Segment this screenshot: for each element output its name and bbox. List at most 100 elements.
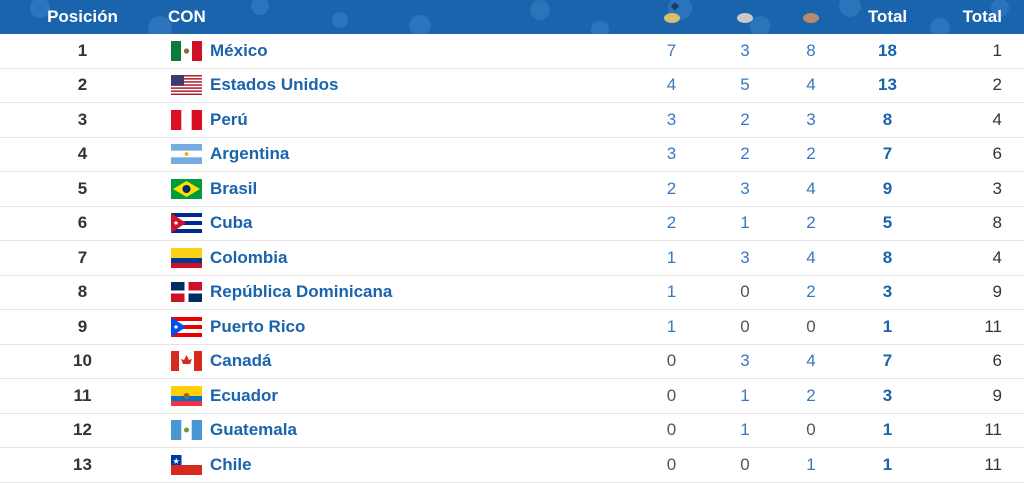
total-count: 8 bbox=[882, 247, 893, 267]
peru-flag-icon bbox=[171, 109, 202, 130]
total-rank: 9 bbox=[992, 282, 1002, 302]
position-cell: 1 bbox=[77, 40, 88, 60]
silver-count: 0 bbox=[740, 316, 750, 336]
silver-count: 0 bbox=[740, 454, 750, 474]
bronze-count: 3 bbox=[806, 109, 816, 129]
bronze-count: 4 bbox=[806, 75, 816, 95]
total-count: 8 bbox=[882, 109, 893, 129]
bronze-count: 2 bbox=[806, 282, 816, 302]
brasil-flag-icon bbox=[171, 178, 202, 199]
table-row: 10 Canadá 0 3 4 7 6 bbox=[0, 345, 1024, 379]
table-row: 1 México 7 3 8 18 1 bbox=[0, 34, 1024, 69]
position-cell: 10 bbox=[73, 351, 92, 371]
gold-count: 3 bbox=[666, 109, 677, 129]
country-link[interactable]: Colombia bbox=[210, 247, 288, 267]
bronze-count: 4 bbox=[806, 247, 816, 267]
total-count: 18 bbox=[878, 40, 897, 60]
silver-count: 2 bbox=[740, 109, 750, 129]
silver-count: 3 bbox=[740, 351, 750, 371]
country-link[interactable]: Cuba bbox=[210, 213, 253, 233]
silver-medal-icon bbox=[737, 12, 753, 23]
country-link[interactable]: Brasil bbox=[210, 178, 258, 198]
total-rank: 11 bbox=[984, 420, 1002, 440]
argentina-flag-icon bbox=[171, 144, 202, 165]
bronze-count: 4 bbox=[806, 178, 816, 198]
total-count: 3 bbox=[882, 385, 893, 405]
header-total[interactable]: Total bbox=[867, 7, 908, 26]
table-body: 1 México 7 3 8 18 1 2 Estados Unidos 4 5… bbox=[0, 34, 1024, 483]
position-cell: 12 bbox=[73, 420, 92, 440]
total-count: 1 bbox=[882, 454, 893, 474]
bronze-count: 2 bbox=[806, 144, 816, 164]
country-cell: Guatemala bbox=[165, 420, 635, 441]
country-link[interactable]: México bbox=[210, 40, 268, 60]
sort-icon[interactable]: ◆ bbox=[671, 1, 679, 12]
gold-count: 0 bbox=[666, 454, 677, 474]
country-link[interactable]: Argentina bbox=[210, 144, 290, 164]
country-link[interactable]: Ecuador bbox=[210, 385, 279, 405]
bronze-medal-icon bbox=[803, 12, 819, 23]
country-link[interactable]: Perú bbox=[210, 109, 248, 129]
position-cell: 9 bbox=[77, 316, 88, 336]
table-header: Posición CON ◆ Total Total bbox=[0, 0, 1024, 34]
header-gold[interactable] bbox=[635, 7, 708, 27]
silver-count: 3 bbox=[740, 178, 750, 198]
country-cell: México bbox=[165, 40, 635, 61]
country-link[interactable]: Guatemala bbox=[210, 420, 297, 440]
colombia-flag-icon bbox=[171, 247, 202, 268]
total-rank: 1 bbox=[992, 40, 1002, 60]
country-cell: Canadá bbox=[165, 351, 635, 372]
position-cell: 3 bbox=[77, 109, 88, 129]
silver-count: 1 bbox=[740, 420, 750, 440]
total-count: 1 bbox=[882, 316, 893, 336]
header-silver[interactable]: ◆ bbox=[671, 1, 782, 27]
silver-count: 1 bbox=[740, 213, 750, 233]
silver-count: 5 bbox=[740, 75, 750, 95]
gold-count: 3 bbox=[666, 144, 677, 164]
cuba-flag-icon bbox=[171, 213, 202, 234]
table-row: 8 República Dominicana 1 0 2 3 9 bbox=[0, 276, 1024, 310]
country-cell: Argentina bbox=[165, 144, 635, 165]
country-cell: Perú bbox=[165, 109, 635, 130]
total-rank: 3 bbox=[992, 178, 1002, 198]
usa-flag-icon bbox=[171, 75, 202, 96]
country-cell: Ecuador bbox=[165, 385, 635, 406]
header-position[interactable]: Posición bbox=[47, 7, 118, 26]
country-cell: Chile bbox=[165, 454, 635, 475]
country-cell: Puerto Rico bbox=[165, 316, 635, 337]
total-rank: 11 bbox=[984, 316, 1002, 336]
country-cell: Estados Unidos bbox=[165, 75, 635, 96]
total-rank: 8 bbox=[992, 213, 1002, 233]
canada-flag-icon bbox=[171, 351, 202, 372]
total-rank: 6 bbox=[992, 351, 1002, 371]
table-row: 2 Estados Unidos 4 5 4 13 2 bbox=[0, 69, 1024, 103]
table-row: 4 Argentina 3 2 2 7 6 bbox=[0, 138, 1024, 172]
position-cell: 8 bbox=[77, 282, 88, 302]
bronze-count: 2 bbox=[806, 213, 816, 233]
country-link[interactable]: Canadá bbox=[210, 351, 272, 371]
total-rank: 11 bbox=[984, 454, 1002, 474]
country-link[interactable]: Estados Unidos bbox=[210, 75, 339, 95]
total-count: 9 bbox=[882, 178, 893, 198]
country-link[interactable]: Chile bbox=[210, 454, 252, 474]
bronze-count: 0 bbox=[806, 420, 816, 440]
country-link[interactable]: Puerto Rico bbox=[210, 316, 306, 336]
silver-count: 0 bbox=[740, 282, 750, 302]
country-link[interactable]: República Dominicana bbox=[210, 282, 393, 302]
country-cell: Colombia bbox=[165, 247, 635, 268]
total-count: 5 bbox=[882, 213, 893, 233]
table-row: 6 Cuba 2 1 2 5 8 bbox=[0, 207, 1024, 241]
position-cell: 7 bbox=[77, 247, 88, 267]
table-row: 11 Ecuador 0 1 2 3 9 bbox=[0, 379, 1024, 414]
header-con[interactable]: CON bbox=[168, 7, 206, 26]
country-cell: República Dominicana bbox=[165, 282, 635, 303]
table-row: 3 Perú 3 2 3 8 4 bbox=[0, 103, 1024, 138]
chile-flag-icon bbox=[171, 454, 202, 475]
country-cell: Cuba bbox=[165, 213, 635, 234]
gold-count: 1 bbox=[666, 247, 677, 267]
silver-count: 1 bbox=[740, 385, 750, 405]
header-total-rank[interactable]: Total bbox=[962, 7, 1002, 26]
silver-count: 3 bbox=[740, 247, 750, 267]
total-rank: 4 bbox=[992, 109, 1002, 129]
header-bronze[interactable] bbox=[782, 7, 840, 27]
